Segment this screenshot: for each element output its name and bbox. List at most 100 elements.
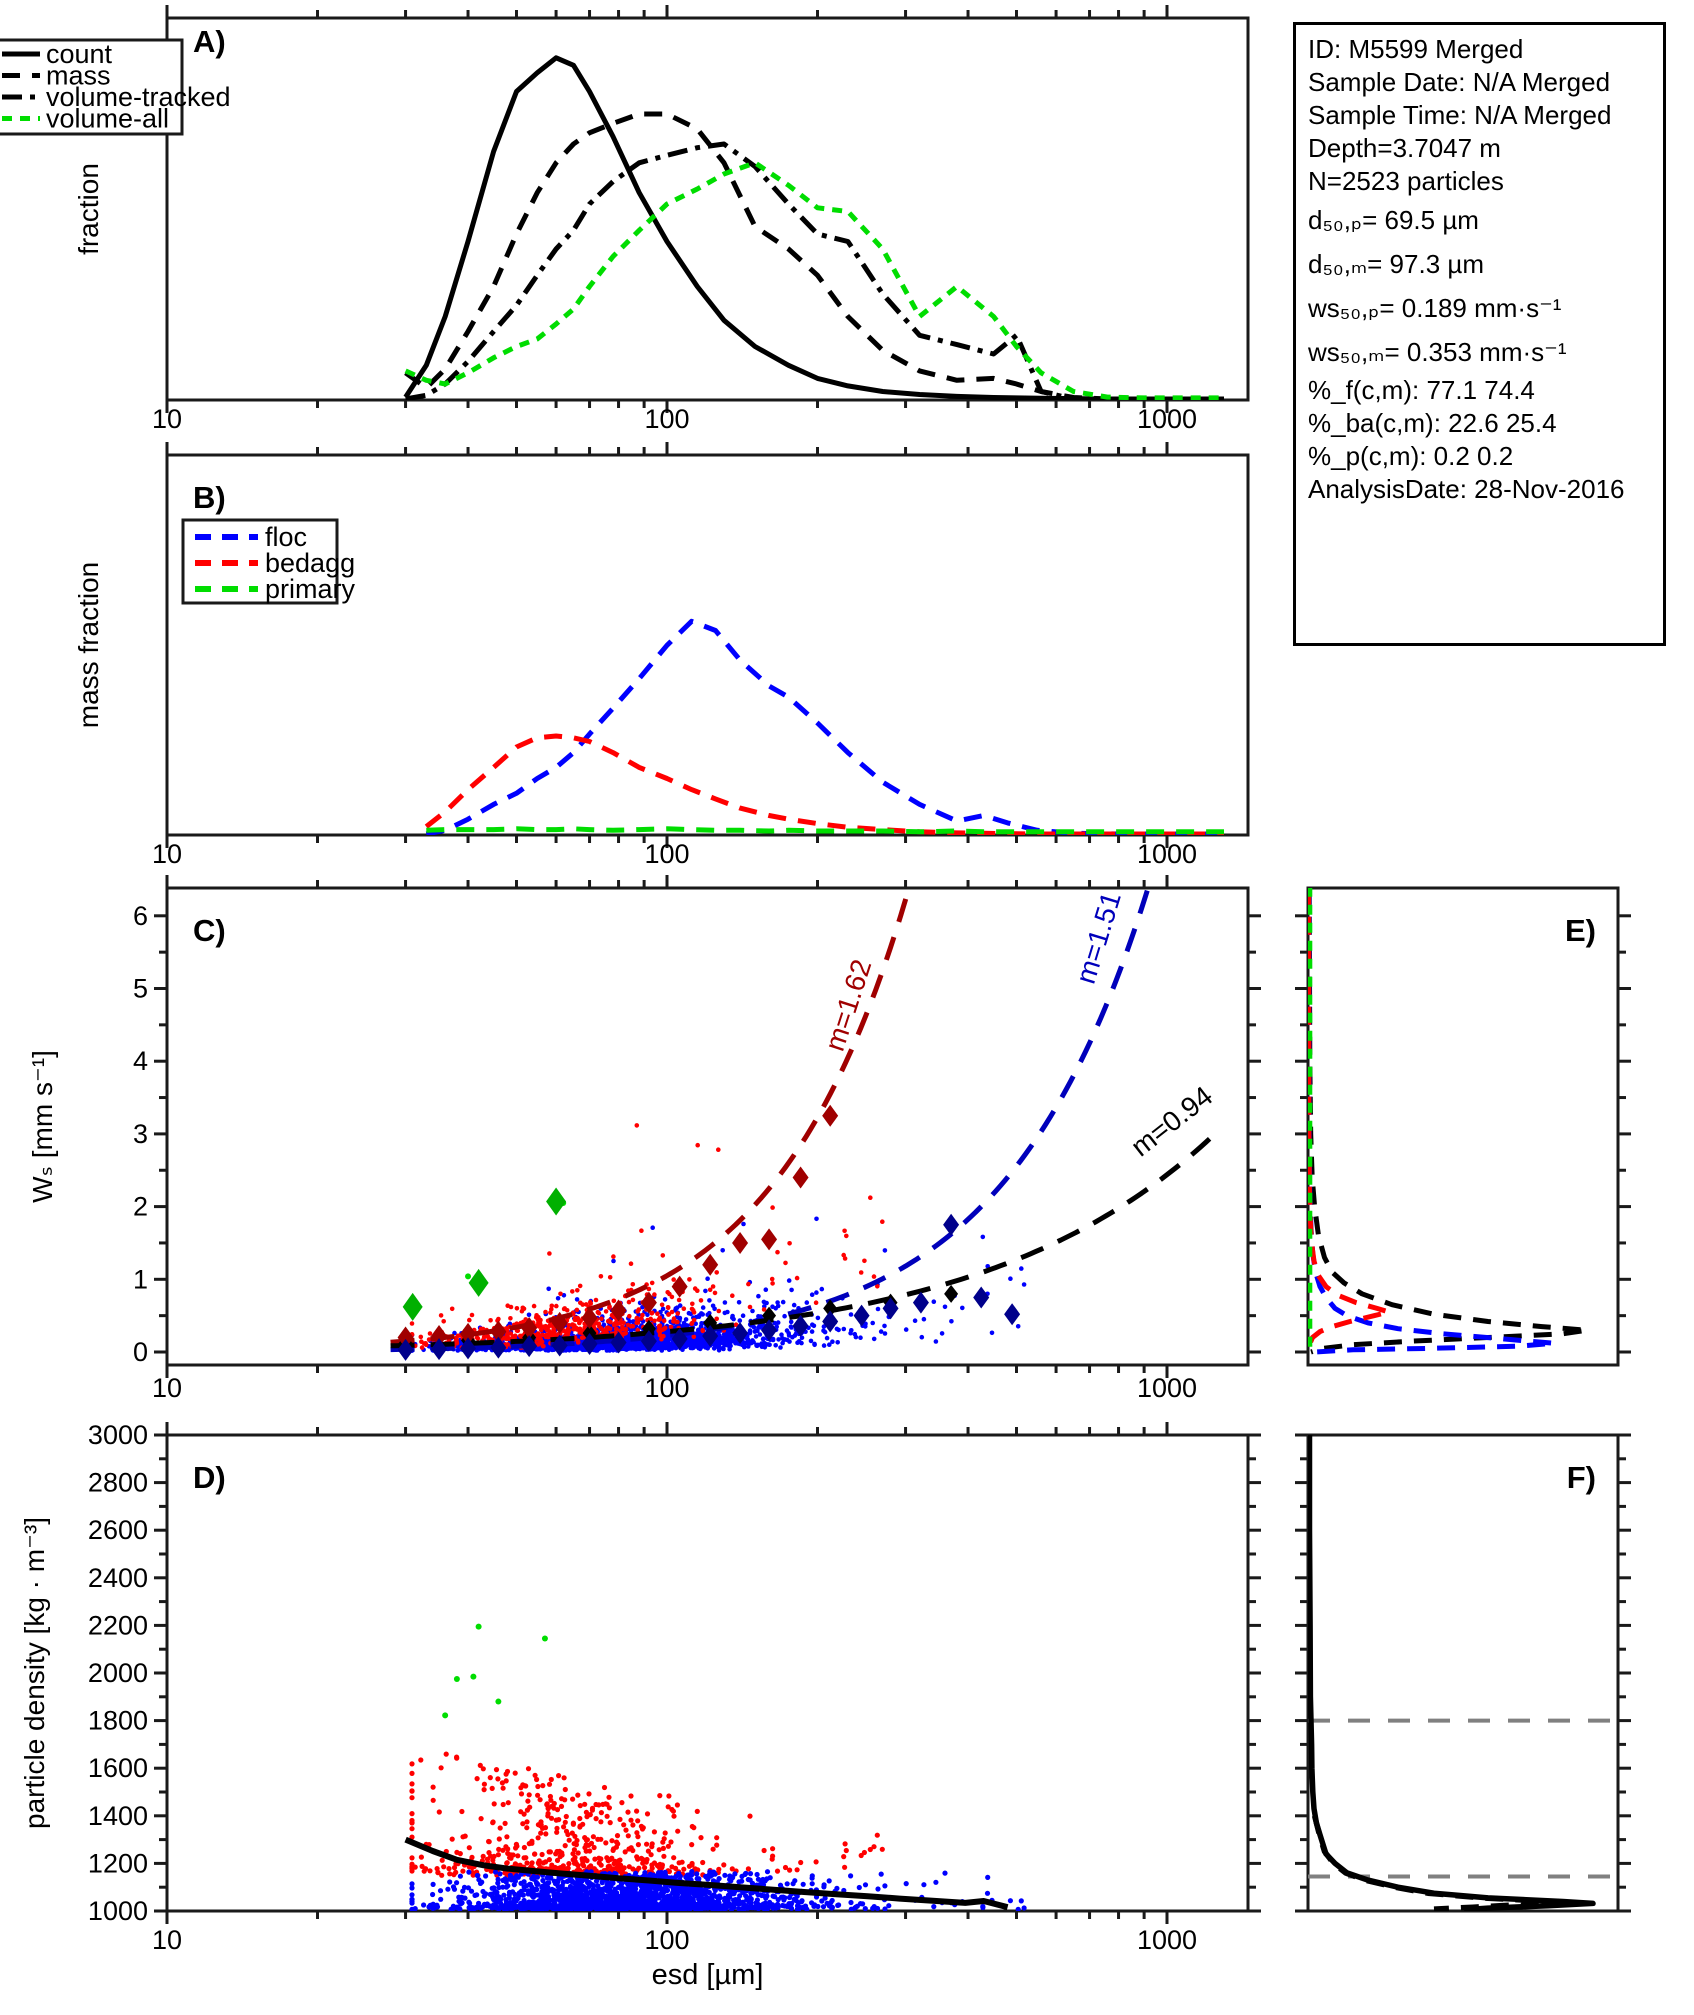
info-line-pct-ba: %_ba(c,m): 22.6 25.4 — [1308, 408, 1557, 438]
c-ytick-label: 4 — [133, 1046, 148, 1076]
panel-b-ylabel: mass fraction — [73, 562, 104, 729]
median-diamond — [732, 1231, 749, 1254]
e-curve-all — [1308, 888, 1590, 1355]
legend-b-label: bedagg — [265, 548, 355, 578]
panel-d-scatter — [409, 1623, 1027, 1911]
c-ytick-label: 5 — [133, 974, 148, 1004]
median-diamond — [490, 1320, 507, 1343]
info-box: ID: M5599 Merged Sample Date: N/A Merged… — [1293, 22, 1666, 646]
median-diamond — [762, 1306, 777, 1325]
median-diamond — [943, 1213, 960, 1236]
panel-d-plot — [404, 1623, 1027, 1911]
panel-d: 1000 1200 1400 1600 1800 2000 2200 2400 2600 2800… — [19, 1420, 1261, 1991]
fit-bedagg-fit — [390, 888, 912, 1345]
median-diamond — [521, 1317, 538, 1340]
info-line-id: ID: M5599 Merged — [1308, 34, 1524, 64]
x-tick-label: 100 — [644, 1925, 689, 1955]
median-diamond — [761, 1228, 778, 1251]
d-ytick-label: 1600 — [88, 1753, 148, 1783]
median-diamond — [402, 1292, 423, 1321]
median-diamond — [944, 1284, 959, 1303]
median-diamond — [640, 1291, 657, 1314]
median-diamond — [973, 1286, 990, 1309]
info-line-analysis-date: AnalysisDate: 28-Nov-2016 — [1308, 474, 1625, 504]
d-ytick-label: 2000 — [88, 1658, 148, 1688]
median-diamond — [521, 1335, 538, 1358]
median-diamond — [702, 1325, 719, 1348]
x-tick-label: 10 — [152, 1373, 182, 1403]
d-ytick-label: 2800 — [88, 1468, 148, 1498]
x-tick-label: 100 — [644, 839, 689, 869]
curve-primary — [426, 826, 1224, 835]
median-diamond — [397, 1326, 414, 1349]
median-diamond — [853, 1304, 870, 1327]
panel-b-curves — [424, 618, 1224, 835]
median-diamond — [792, 1166, 809, 1189]
info-line-ws50p: ws₅₀,ₚ= 0.189 mm·s⁻¹ — [1308, 293, 1562, 323]
e-curve-bedagg — [1308, 888, 1392, 1353]
panel-a: A) fraction 10 100 1000 countmassvolume-track… — [0, 5, 1250, 434]
median-diamond — [551, 1334, 568, 1357]
c-ytick-label: 2 — [133, 1192, 148, 1222]
median-diamond — [761, 1319, 778, 1342]
panel-f-label: F) — [1567, 1460, 1596, 1495]
median-diamond — [1004, 1303, 1021, 1326]
x-tick-label: 10 — [152, 839, 182, 869]
median-diamond — [490, 1336, 507, 1359]
legend-b-label: primary — [265, 574, 356, 604]
info-line-n-particles: N=2523 particles — [1308, 166, 1504, 196]
f-curve-density-all — [1308, 1435, 1596, 1911]
d-ytick-label: 1400 — [88, 1801, 148, 1831]
c-ytick-label: 0 — [133, 1337, 148, 1367]
d-ytick-label: 2200 — [88, 1610, 148, 1640]
info-line-sample-time: Sample Time: N/A Merged — [1308, 100, 1612, 130]
panel-d-label: D) — [193, 1460, 226, 1495]
f-curve-density-fit — [1311, 1815, 1575, 1911]
median-diamond — [397, 1338, 414, 1361]
median-diamond — [431, 1338, 448, 1361]
curve-volume-all — [404, 160, 1224, 400]
d-ytick-label: 1200 — [88, 1848, 148, 1878]
density-median-line — [404, 1836, 1009, 1911]
x-tick-label: 10 — [152, 1925, 182, 1955]
d-ytick-label: 1800 — [88, 1706, 148, 1736]
fit-label: m=0.94 — [1125, 1080, 1218, 1162]
d-ytick-label: 2400 — [88, 1563, 148, 1593]
median-diamond — [702, 1253, 719, 1276]
info-line-pct-f: %_f(c,m): 77.1 74.4 — [1308, 375, 1535, 405]
legend-a-label: mass — [46, 61, 111, 91]
median-diamond — [610, 1331, 627, 1354]
info-line-pct-p: %_p(c,m): 0.2 0.2 — [1308, 441, 1514, 471]
panel-e-label: E) — [1565, 913, 1596, 948]
panel-e-curves — [1308, 888, 1590, 1355]
curve-mass — [404, 111, 1224, 400]
panel-c-medians — [397, 1104, 1021, 1361]
x-tick-label: 100 — [644, 1373, 689, 1403]
median-diamond — [460, 1337, 477, 1360]
fit-label: m=1.62 — [819, 956, 878, 1055]
median-diamond — [581, 1306, 598, 1329]
legend-b-label: floc — [265, 522, 307, 552]
panel-b-xticklabels: 10 100 1000 — [152, 839, 1197, 869]
panel-c-scatter — [409, 1123, 1027, 1353]
d-ytick-label: 2600 — [88, 1515, 148, 1545]
info-line-ws50m: ws₅₀,ₘ= 0.353 mm·s⁻¹ — [1308, 337, 1567, 367]
panel-c-xticklabels: 10 100 1000 — [152, 1373, 1197, 1403]
median-diamond — [882, 1297, 899, 1320]
panel-f: F) — [1295, 1433, 1631, 1913]
median-diamond — [792, 1314, 809, 1337]
panel-a-label: A) — [193, 24, 226, 59]
fit-all-fit — [390, 1126, 1223, 1349]
x-axis-label: esd [µm] — [652, 1959, 764, 1991]
median-diamond — [671, 1327, 688, 1350]
info-line-depth: Depth=3.7047 m — [1308, 133, 1501, 163]
legend-a-label: count — [46, 39, 113, 69]
median-diamond — [912, 1291, 929, 1314]
median-diamond — [546, 1187, 567, 1216]
median-diamond — [822, 1310, 839, 1333]
panel-a-curves — [403, 55, 1224, 400]
